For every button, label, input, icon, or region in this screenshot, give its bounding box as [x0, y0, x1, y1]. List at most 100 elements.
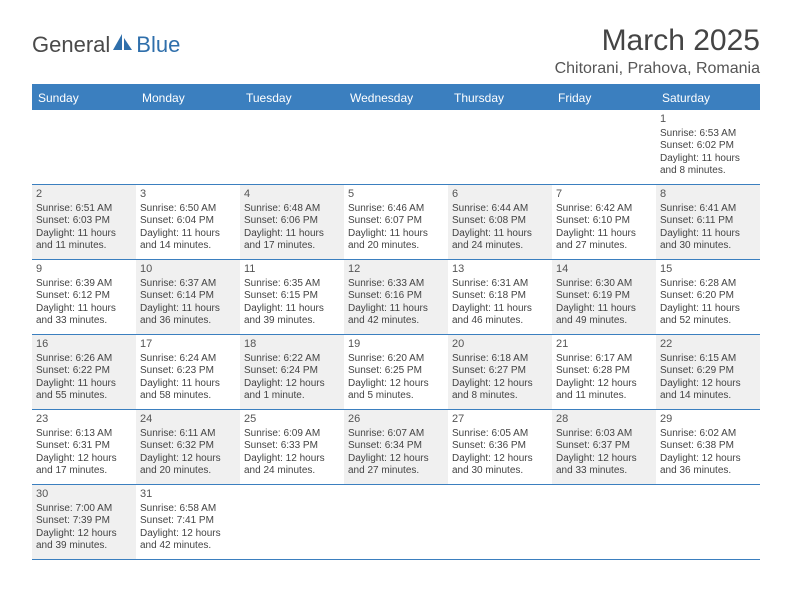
day-number: 6	[452, 188, 548, 202]
week-row: 1Sunrise: 6:53 AMSunset: 6:02 PMDaylight…	[32, 110, 760, 185]
calendar-cell: 17Sunrise: 6:24 AMSunset: 6:23 PMDayligh…	[136, 335, 240, 409]
day-number: 26	[348, 413, 444, 427]
day-number: 31	[140, 488, 236, 502]
sunset-text: Sunset: 6:22 PM	[36, 365, 132, 378]
day-number: 20	[452, 338, 548, 352]
sunrise-text: Sunrise: 6:07 AM	[348, 428, 444, 441]
logo-text-2: Blue	[136, 32, 180, 58]
calendar-cell: 14Sunrise: 6:30 AMSunset: 6:19 PMDayligh…	[552, 260, 656, 334]
day-number: 8	[660, 188, 756, 202]
daylight1-text: Daylight: 12 hours	[36, 528, 132, 541]
daylight1-text: Daylight: 11 hours	[660, 228, 756, 241]
calendar-cell	[448, 485, 552, 559]
sunset-text: Sunset: 6:11 PM	[660, 215, 756, 228]
sunset-text: Sunset: 6:16 PM	[348, 290, 444, 303]
sunrise-text: Sunrise: 6:46 AM	[348, 203, 444, 216]
day-header: Monday	[136, 86, 240, 110]
day-number: 21	[556, 338, 652, 352]
calendar-cell: 2Sunrise: 6:51 AMSunset: 6:03 PMDaylight…	[32, 185, 136, 259]
daylight2-text: and 49 minutes.	[556, 315, 652, 328]
daylight2-text: and 36 minutes.	[660, 465, 756, 478]
calendar-cell: 7Sunrise: 6:42 AMSunset: 6:10 PMDaylight…	[552, 185, 656, 259]
daylight1-text: Daylight: 11 hours	[556, 303, 652, 316]
day-number: 13	[452, 263, 548, 277]
day-header: Sunday	[32, 86, 136, 110]
daylight2-text: and 42 minutes.	[140, 540, 236, 553]
calendar-cell	[32, 110, 136, 184]
sunset-text: Sunset: 6:38 PM	[660, 440, 756, 453]
day-number: 1	[660, 113, 756, 127]
calendar-cell	[240, 110, 344, 184]
week-row: 16Sunrise: 6:26 AMSunset: 6:22 PMDayligh…	[32, 335, 760, 410]
daylight2-text: and 11 minutes.	[36, 240, 132, 253]
day-number: 14	[556, 263, 652, 277]
daylight1-text: Daylight: 11 hours	[244, 228, 340, 241]
calendar-cell: 10Sunrise: 6:37 AMSunset: 6:14 PMDayligh…	[136, 260, 240, 334]
logo-text-1: General	[32, 32, 110, 58]
sunset-text: Sunset: 6:18 PM	[452, 290, 548, 303]
daylight2-text: and 33 minutes.	[36, 315, 132, 328]
sunrise-text: Sunrise: 6:26 AM	[36, 353, 132, 366]
daylight2-text: and 33 minutes.	[556, 465, 652, 478]
sunrise-text: Sunrise: 7:00 AM	[36, 503, 132, 516]
daylight1-text: Daylight: 12 hours	[452, 378, 548, 391]
calendar-cell	[344, 110, 448, 184]
daylight1-text: Daylight: 11 hours	[556, 228, 652, 241]
sunset-text: Sunset: 6:23 PM	[140, 365, 236, 378]
sunrise-text: Sunrise: 6:30 AM	[556, 278, 652, 291]
daylight1-text: Daylight: 11 hours	[140, 228, 236, 241]
week-row: 9Sunrise: 6:39 AMSunset: 6:12 PM Daylight…	[32, 260, 760, 335]
calendar-cell: 12Sunrise: 6:33 AMSunset: 6:16 PMDayligh…	[344, 260, 448, 334]
daylight2-text: and 17 minutes.	[36, 465, 132, 478]
sunrise-text: Sunrise: 6:13 AM	[36, 428, 132, 441]
daylight2-text: and 14 minutes.	[140, 240, 236, 253]
week-row: 30Sunrise: 7:00 AMSunset: 7:39 PMDayligh…	[32, 485, 760, 560]
sunrise-text: Sunrise: 6:44 AM	[452, 203, 548, 216]
day-number: 16	[36, 338, 132, 352]
daylight2-text: and 24 minutes.	[244, 465, 340, 478]
calendar-cell: 13Sunrise: 6:31 AMSunset: 6:18 PMDayligh…	[448, 260, 552, 334]
daylight1-text: Daylight: 12 hours	[660, 378, 756, 391]
calendar-cell: 29Sunrise: 6:02 AMSunset: 6:38 PMDayligh…	[656, 410, 760, 484]
sunset-text: Sunset: 6:34 PM	[348, 440, 444, 453]
sunrise-text: Sunrise: 6:31 AM	[452, 278, 548, 291]
calendar-cell: 31Sunrise: 6:58 AMSunset: 7:41 PMDayligh…	[136, 485, 240, 559]
sunset-text: Sunset: 6:20 PM	[660, 290, 756, 303]
daylight2-text: and 5 minutes.	[348, 390, 444, 403]
daylight1-text: Daylight: 11 hours	[660, 153, 756, 166]
daylight1-text: Daylight: 11 hours	[36, 228, 132, 241]
sunrise-text: Sunrise: 6:41 AM	[660, 203, 756, 216]
sunrise-text: Sunrise: 6:24 AM	[140, 353, 236, 366]
day-number: 27	[452, 413, 548, 427]
calendar-cell: 30Sunrise: 7:00 AMSunset: 7:39 PMDayligh…	[32, 485, 136, 559]
day-number: 11	[244, 263, 340, 277]
daylight1-text: Daylight: 11 hours	[36, 378, 132, 391]
calendar-cell: 5Sunrise: 6:46 AMSunset: 6:07 PMDaylight…	[344, 185, 448, 259]
daylight1-text: Daylight: 11 hours	[348, 303, 444, 316]
calendar-cell: 19Sunrise: 6:20 AMSunset: 6:25 PMDayligh…	[344, 335, 448, 409]
day-number: 7	[556, 188, 652, 202]
daylight2-text: and 58 minutes.	[140, 390, 236, 403]
day-header-row: Sunday Monday Tuesday Wednesday Thursday…	[32, 86, 760, 110]
page-title: March 2025	[555, 24, 760, 58]
daylight1-text: Daylight: 12 hours	[556, 453, 652, 466]
daylight1-text: Daylight: 12 hours	[244, 453, 340, 466]
daylight1-text: Daylight: 12 hours	[244, 378, 340, 391]
sunset-text: Sunset: 6:19 PM	[556, 290, 652, 303]
calendar-cell: 22Sunrise: 6:15 AMSunset: 6:29 PMDayligh…	[656, 335, 760, 409]
day-number: 9	[36, 263, 132, 277]
sunset-text: Sunset: 6:12 PM	[36, 290, 132, 303]
daylight1-text: Daylight: 11 hours	[452, 228, 548, 241]
week-row: 2Sunrise: 6:51 AMSunset: 6:03 PMDaylight…	[32, 185, 760, 260]
daylight1-text: Daylight: 11 hours	[140, 378, 236, 391]
daylight2-text: and 36 minutes.	[140, 315, 236, 328]
sunrise-text: Sunrise: 6:39 AM	[36, 278, 132, 291]
sunset-text: Sunset: 7:41 PM	[140, 515, 236, 528]
day-header: Wednesday	[344, 86, 448, 110]
day-number: 5	[348, 188, 444, 202]
calendar-cell: 27Sunrise: 6:05 AMSunset: 6:36 PMDayligh…	[448, 410, 552, 484]
calendar-cell: 3Sunrise: 6:50 AMSunset: 6:04 PMDaylight…	[136, 185, 240, 259]
daylight2-text: and 42 minutes.	[348, 315, 444, 328]
daylight2-text: and 20 minutes.	[140, 465, 236, 478]
daylight2-text: and 1 minute.	[244, 390, 340, 403]
